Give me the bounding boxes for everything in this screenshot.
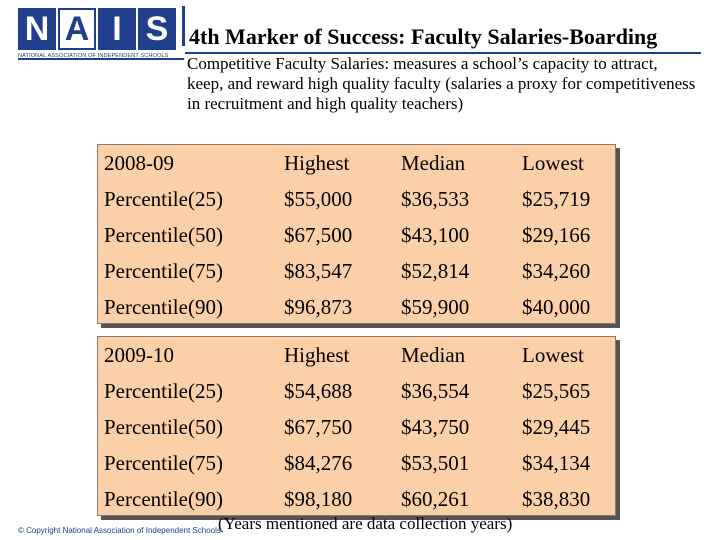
column-header-highest: Highest [284, 343, 350, 367]
cell-median: $43,750 [401, 415, 470, 439]
logo-letter-s: S [145, 9, 169, 48]
cell-median: $43,100 [401, 223, 470, 247]
table-row: Percentile(50) $67,750 $43,750 $29,445 [98, 409, 615, 445]
cell-highest: $55,000 [284, 187, 353, 211]
cell-highest: $67,500 [284, 223, 353, 247]
cell-lowest: $29,166 [522, 223, 591, 247]
cell-median: $36,533 [401, 187, 470, 211]
cell-highest: $83,547 [284, 259, 353, 283]
table-year-label: 2008-09 [104, 151, 174, 175]
column-header-median: Median [401, 343, 466, 367]
row-label: Percentile(25) [104, 187, 223, 211]
row-label: Percentile(75) [104, 259, 223, 283]
table-row: Percentile(25) $55,000 $36,533 $25,719 [98, 181, 615, 217]
logo-letter-i: I [112, 9, 122, 48]
page-subtitle: Competitive Faculty Salaries: measures a… [187, 54, 696, 113]
table-header-row: 2009-10 Highest Median Lowest [98, 337, 615, 373]
cell-median: $59,900 [401, 295, 470, 319]
cell-median: $60,261 [401, 487, 470, 511]
cell-median: $36,554 [401, 379, 470, 403]
cell-lowest: $34,134 [522, 451, 591, 475]
table-row: Percentile(75) $84,276 $53,501 $34,134 [98, 445, 615, 481]
row-label: Percentile(90) [104, 487, 223, 511]
logo-square-a: A [58, 8, 96, 50]
logo-square-n: N [18, 8, 56, 50]
page-title: 4th Marker of Success: Faculty Salaries-… [189, 24, 658, 49]
table-row: Percentile(90) $96,873 $59,900 $40,000 [98, 289, 615, 325]
cell-lowest: $29,445 [522, 415, 591, 439]
table-row: Percentile(75) $83,547 $52,814 $34,260 [98, 253, 615, 289]
logo-square-s: S [138, 8, 176, 50]
title-band [185, 26, 700, 52]
title-underline [185, 52, 701, 54]
row-label: Percentile(90) [104, 295, 223, 319]
cell-lowest: $25,565 [522, 379, 591, 403]
column-header-lowest: Lowest [522, 343, 584, 367]
row-label: Percentile(50) [104, 415, 223, 439]
cell-lowest: $40,000 [522, 295, 591, 319]
logo-underline-rule [18, 58, 184, 60]
cell-highest: $54,688 [284, 379, 353, 403]
footnote: (Years mentioned are data collection yea… [218, 514, 513, 533]
table-row: Percentile(50) $67,500 $43,100 $29,166 [98, 217, 615, 253]
salary-table-2009-10: 2009-10 Highest Median Lowest Percentile… [97, 336, 616, 516]
logo-letters: N A I S [18, 8, 178, 50]
logo-letter-n: N [24, 9, 50, 48]
copyright-notice: © Copyright National Association of Inde… [18, 526, 221, 535]
table-year-label: 2009-10 [104, 343, 174, 367]
cell-highest: $84,276 [284, 451, 353, 475]
row-label: Percentile(75) [104, 451, 223, 475]
cell-highest: $96,873 [284, 295, 353, 319]
cell-lowest: $34,260 [522, 259, 591, 283]
column-header-median: Median [401, 151, 466, 175]
cell-lowest: $25,719 [522, 187, 591, 211]
cell-highest: $98,180 [284, 487, 353, 511]
cell-lowest: $38,830 [522, 487, 591, 511]
table-row: Percentile(90) $98,180 $60,261 $38,830 [98, 481, 615, 517]
row-label: Percentile(50) [104, 223, 223, 247]
row-label: Percentile(25) [104, 379, 223, 403]
column-header-lowest: Lowest [522, 151, 584, 175]
table-header-row: 2008-09 Highest Median Lowest [98, 145, 615, 181]
header-vertical-rule [182, 6, 185, 46]
column-header-highest: Highest [284, 151, 350, 175]
cell-median: $52,814 [401, 259, 470, 283]
salary-table-2008-09: 2008-09 Highest Median Lowest Percentile… [97, 144, 616, 324]
logo-letter-a: A [64, 9, 90, 48]
logo-org-name: NATIONAL ASSOCIATION OF INDEPENDENT SCHO… [18, 53, 169, 59]
cell-highest: $67,750 [284, 415, 353, 439]
logo-square-i: I [98, 8, 136, 50]
nais-logo: N A I S NATIONAL ASSOCIATION OF INDEPEND… [18, 8, 180, 68]
cell-median: $53,501 [401, 451, 470, 475]
table-row: Percentile(25) $54,688 $36,554 $25,565 [98, 373, 615, 409]
